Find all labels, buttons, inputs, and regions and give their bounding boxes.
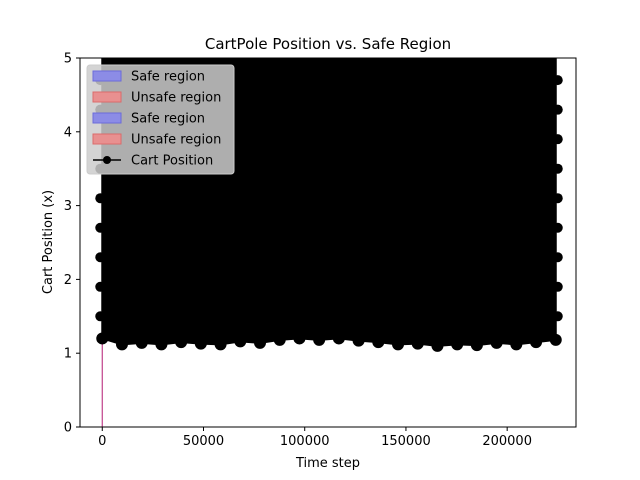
cart-position-marker bbox=[135, 336, 148, 349]
legend-marker-swatch bbox=[103, 156, 111, 164]
cart-position-marker bbox=[254, 336, 267, 349]
cart-position-marker bbox=[510, 338, 523, 351]
legend-box bbox=[86, 64, 235, 175]
x-tick-label: 200000 bbox=[482, 434, 532, 449]
cart-position-marker bbox=[552, 311, 563, 322]
x-axis-title: Time step bbox=[295, 456, 360, 471]
legend-swatch bbox=[92, 133, 122, 145]
cart-position-marker bbox=[175, 336, 188, 349]
cart-position-marker bbox=[214, 338, 227, 351]
cart-position-marker bbox=[549, 333, 562, 346]
x-tick-label: 50000 bbox=[183, 434, 224, 449]
cart-position-marker bbox=[95, 281, 106, 292]
legend-label: Safe region bbox=[131, 70, 205, 85]
cart-position-marker bbox=[552, 134, 563, 145]
legend-swatch bbox=[92, 112, 122, 124]
legend-swatch bbox=[92, 91, 122, 103]
legend-label: Cart Position bbox=[131, 154, 213, 169]
x-tick-label: 150000 bbox=[381, 434, 431, 449]
cart-position-marker bbox=[552, 163, 563, 174]
cart-position-marker bbox=[96, 332, 109, 345]
legend-label: Unsafe region bbox=[131, 133, 221, 148]
cart-position-marker bbox=[411, 337, 424, 350]
cart-position-marker bbox=[451, 338, 464, 351]
cart-position-marker bbox=[194, 337, 207, 350]
x-tick-label: 100000 bbox=[280, 434, 330, 449]
y-tick-label: 3 bbox=[64, 199, 72, 214]
cart-position-marker bbox=[392, 338, 405, 351]
cart-position-marker bbox=[552, 222, 563, 233]
cart-position-marker bbox=[234, 335, 247, 348]
cart-position-marker bbox=[273, 333, 286, 346]
axes: 0 50000 100000 150000 200000 0 1 2 3 4 5 bbox=[64, 52, 577, 449]
axes-frame bbox=[79, 57, 577, 428]
y-axis-title: Cart Position (x) bbox=[41, 190, 56, 294]
cart-position-marker bbox=[470, 339, 483, 352]
y-tick-label: 0 bbox=[64, 421, 72, 436]
cart-position-marker bbox=[530, 336, 543, 349]
cart-position-marker bbox=[372, 336, 385, 349]
y-tick-label: 2 bbox=[64, 273, 72, 288]
cart-position-marker bbox=[95, 193, 106, 204]
chart-title: CartPole Position vs. Safe Region bbox=[205, 35, 451, 53]
cart-position-marker bbox=[293, 332, 306, 345]
x-tick-label: 0 bbox=[98, 434, 106, 449]
legend-swatch bbox=[92, 70, 122, 82]
cart-position-marker bbox=[552, 193, 563, 204]
cart-position-marker bbox=[552, 281, 563, 292]
y-tick-label: 4 bbox=[64, 125, 72, 140]
legend-label: Safe region bbox=[131, 112, 205, 127]
cart-position-marker bbox=[552, 75, 563, 86]
cart-position-marker bbox=[552, 252, 563, 263]
cart-position-marker bbox=[552, 104, 563, 115]
cart-position-marker bbox=[95, 252, 106, 263]
legend: Safe region Unsafe region Safe region Unsaf… bbox=[86, 64, 235, 175]
legend-label: Unsafe region bbox=[131, 91, 221, 106]
cart-position-marker bbox=[313, 333, 326, 346]
cart-position-marker bbox=[431, 339, 444, 352]
y-tick-label: 1 bbox=[64, 347, 72, 362]
cart-position-marker bbox=[332, 332, 345, 345]
cart-position-marker bbox=[352, 334, 365, 347]
cart-position-marker bbox=[490, 336, 503, 349]
cart-position-marker bbox=[115, 338, 128, 351]
y-tick-label: 5 bbox=[64, 52, 72, 67]
cart-position-marker bbox=[95, 222, 106, 233]
cart-position-marker bbox=[155, 338, 168, 351]
cart-position-marker bbox=[95, 311, 106, 322]
